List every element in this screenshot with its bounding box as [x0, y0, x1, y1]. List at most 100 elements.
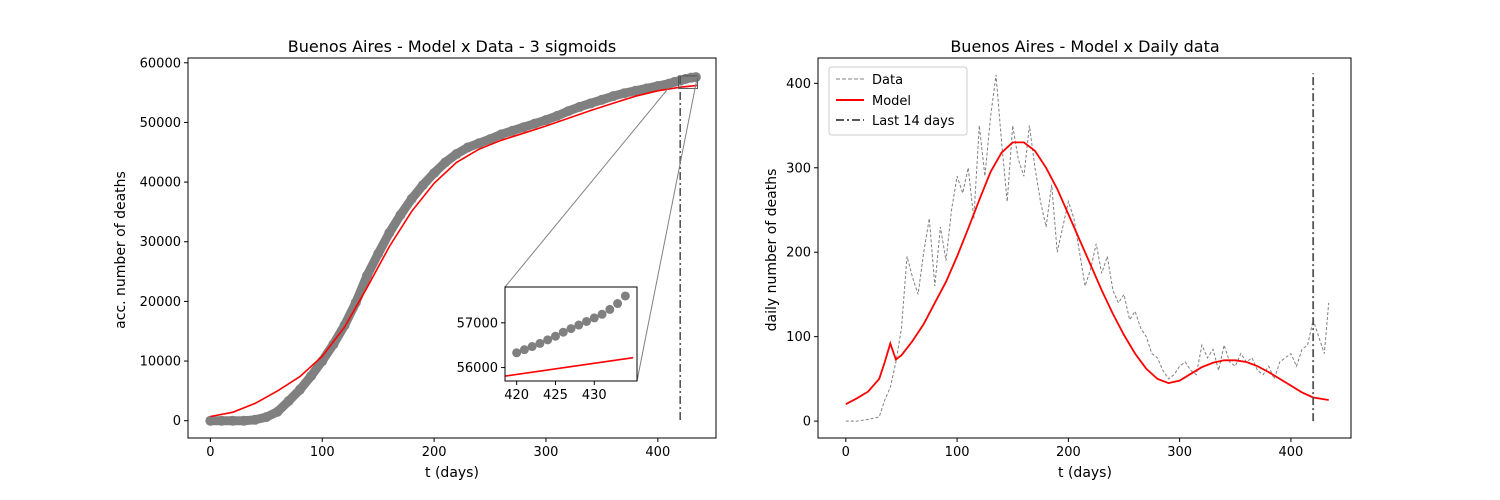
left-inset-connector — [636, 75, 699, 382]
right-chart-xlabel: t (days) — [1058, 465, 1112, 481]
left-inset-data-point — [512, 348, 522, 358]
left-inset-ytick-label: 57000 — [457, 316, 498, 331]
right-chart-legend: Data Model Last 14 days — [828, 66, 968, 136]
left-xtick-label: 100 — [310, 445, 335, 460]
left-data-point — [440, 157, 451, 168]
left-data-point — [238, 415, 249, 426]
left-data-point — [630, 85, 641, 96]
left-ytick-label: 30000 — [140, 235, 181, 250]
left-inset-data-point — [535, 338, 545, 348]
left-xtick-label: 400 — [645, 445, 670, 460]
left-chart: Buenos Aires - Model x Data - 3 sigmoids… — [113, 37, 717, 481]
left-data-point — [574, 101, 585, 112]
left-xtick-label: 0 — [206, 445, 214, 460]
left-ytick-label: 50000 — [140, 116, 181, 131]
left-data-point — [328, 339, 339, 350]
legend-model-label: Model — [872, 94, 911, 109]
right-ytick-label: 300 — [786, 161, 811, 176]
left-data-point — [652, 81, 663, 92]
left-inset-frame — [504, 286, 638, 382]
left-data-point — [317, 356, 328, 367]
left-data-point — [227, 415, 238, 426]
right-ytick-label: 0 — [803, 415, 811, 430]
left-axes-frame — [187, 57, 717, 439]
left-inset-data-point — [527, 342, 537, 352]
right-plot-area — [845, 73, 1330, 422]
left-plot-area — [205, 72, 701, 426]
left-data-point — [596, 94, 607, 105]
left-ytick-label: 0 — [173, 414, 181, 429]
left-chart-title: Buenos Aires - Model x Data - 3 sigmoids — [288, 37, 616, 56]
left-chart-xlabel: t (days) — [425, 465, 479, 481]
left-model-line — [210, 84, 698, 418]
left-data-point — [619, 88, 630, 99]
right-chart-marks: 0 100 200 300 400 0 100 200 300 400 — [786, 57, 1352, 460]
right-model-line — [845, 141, 1329, 405]
left-inset-data-point — [620, 291, 630, 301]
left-data-point — [373, 248, 384, 259]
left-ytick-label: 10000 — [140, 355, 181, 370]
right-chart: Buenos Aires - Model x Daily data 0 100 20… — [764, 37, 1352, 481]
right-xtick-label: 200 — [1056, 445, 1081, 460]
left-data-point — [473, 138, 484, 149]
left-data-point — [250, 414, 261, 425]
left-data-point — [395, 209, 406, 220]
left-data-point — [540, 115, 551, 126]
right-ytick-label: 400 — [786, 77, 811, 92]
left-inset-ytick-label: 56000 — [457, 361, 498, 376]
left-inset-data-point — [558, 327, 568, 337]
left-data-point — [350, 297, 361, 308]
right-xtick-label: 100 — [945, 445, 970, 460]
right-ytick-label: 200 — [786, 246, 811, 261]
left-ytick-label: 60000 — [140, 56, 181, 71]
left-chart-ylabel: acc. number of deaths — [113, 171, 129, 329]
right-xtick-label: 400 — [1278, 445, 1303, 460]
left-inset-data-point — [550, 331, 560, 341]
left-data-point — [462, 142, 473, 153]
left-chart-marks: 0 100 200 300 400 0 10000 20000 30000 40000 50000 6… — [140, 56, 717, 460]
left-inset-data-point — [613, 299, 623, 309]
left-data-point — [205, 415, 216, 426]
left-data-point — [294, 384, 305, 395]
left-data-point — [507, 125, 518, 136]
left-xtick-label: 300 — [534, 445, 559, 460]
legend-last14-label: Last 14 days — [872, 114, 955, 129]
left-data-point — [608, 91, 619, 102]
left-data-point — [641, 83, 652, 94]
left-data-point — [429, 168, 440, 179]
right-chart-ylabel: daily number of deaths — [764, 169, 780, 332]
legend-box — [828, 66, 968, 136]
left-inset-data-point — [574, 320, 584, 330]
right-ytick-label: 100 — [786, 330, 811, 345]
left-data-point — [384, 227, 395, 238]
left-inset-xtick-label: 425 — [543, 388, 568, 403]
left-inset-data-point — [519, 345, 529, 355]
left-inset-plot — [505, 291, 634, 377]
left-inset-xtick-label: 430 — [582, 388, 607, 403]
legend-data-label: Data — [872, 73, 903, 88]
left-data-point — [552, 110, 563, 121]
left-data-point — [518, 122, 529, 133]
right-xtick-label: 0 — [842, 445, 850, 460]
left-inset-xtick-label: 420 — [504, 388, 529, 403]
left-inset-connector — [504, 75, 679, 288]
left-chart-inset: 420 425 430 56000 57000 — [457, 75, 699, 403]
left-inset-data-point — [597, 309, 607, 319]
left-data-point — [406, 193, 417, 204]
left-ytick-label: 40000 — [140, 176, 181, 191]
left-data-point — [496, 129, 507, 140]
left-inset-data-point — [605, 304, 615, 314]
left-data-point — [306, 370, 317, 381]
left-xtick-label: 200 — [422, 445, 447, 460]
left-inset-data-point — [582, 316, 592, 326]
left-data-point — [563, 106, 574, 117]
left-inset-model-line — [505, 356, 634, 377]
left-data-point — [690, 72, 701, 83]
left-data-point — [361, 270, 372, 281]
left-data-point — [585, 98, 596, 109]
left-inset-data-point — [589, 313, 599, 323]
left-inset-data-point — [566, 324, 576, 334]
right-chart-title: Buenos Aires - Model x Daily data — [950, 37, 1219, 56]
left-ytick-label: 20000 — [140, 295, 181, 310]
